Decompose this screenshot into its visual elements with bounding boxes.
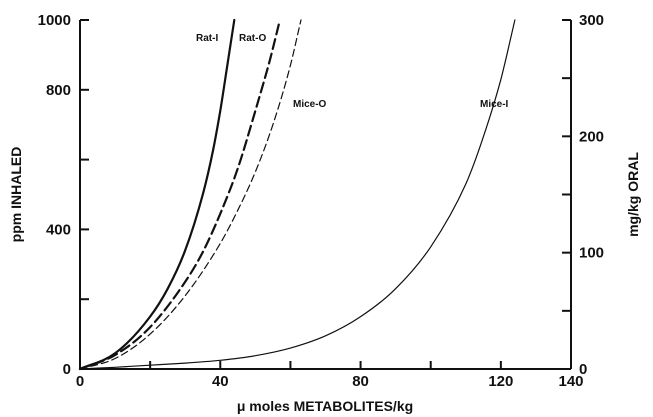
- series-line-rat-o: [80, 20, 280, 369]
- y-left-axis-title: ppm INHALED: [8, 147, 24, 243]
- axes: [80, 20, 571, 369]
- series-line-rat-i: [80, 20, 234, 369]
- series-label-rat-o: Rat-O: [239, 33, 266, 44]
- series-line-mice-o: [80, 20, 301, 369]
- y-right-tick-label: 100: [579, 245, 604, 262]
- series-label-mice-i: Mice-I: [480, 99, 509, 110]
- y-left-tick-label: 800: [46, 82, 71, 99]
- x-tick-label: 80: [352, 373, 369, 390]
- x-tick-label: 120: [488, 373, 513, 390]
- x-tick-label: 40: [212, 373, 229, 390]
- curves: [80, 20, 515, 369]
- y-left-tick-label: 400: [46, 221, 71, 238]
- series-line-mice-i: [80, 20, 515, 369]
- y-left-tick-label: 1000: [38, 12, 71, 29]
- y-left-tick-label: 0: [63, 361, 71, 378]
- y-right-tick-label: 0: [579, 361, 587, 378]
- series-label-mice-o: Mice-O: [293, 99, 327, 110]
- y-right-axis-title: mg/kg ORAL: [625, 152, 641, 237]
- x-axis-title: μ moles METABOLITES/kg: [237, 398, 413, 414]
- x-tick-label: 0: [76, 373, 84, 390]
- y-right-tick-label: 300: [579, 12, 604, 29]
- series-label-rat-i: Rat-I: [196, 33, 218, 44]
- y-right-tick-label: 200: [579, 128, 604, 145]
